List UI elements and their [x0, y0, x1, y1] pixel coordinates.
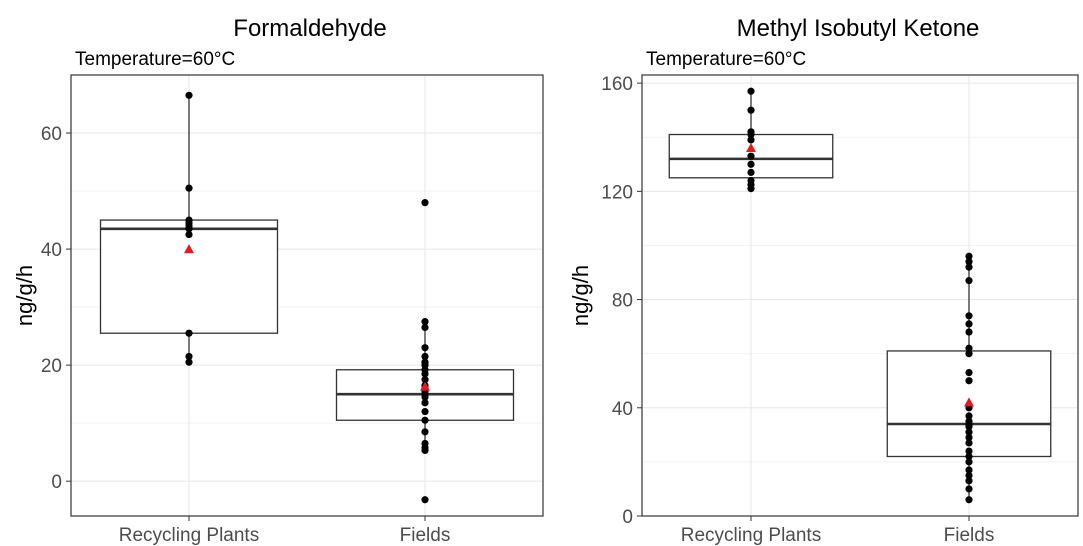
- data-point: [185, 225, 193, 233]
- chart-panel-1: Formaldehyde Temperature=60°C 0 20 40 60 ng/g/…: [12, 15, 544, 546]
- data-point: [965, 377, 973, 385]
- y-tick-label: 20: [41, 356, 62, 377]
- box-fields: [335, 199, 515, 504]
- data-point: [965, 344, 973, 352]
- data-point: [421, 428, 429, 436]
- data-point: [747, 160, 755, 168]
- box-recycling-plants: [668, 87, 834, 193]
- x-category-label: Recycling Plants: [119, 525, 259, 546]
- data-point: [965, 258, 973, 266]
- data-point: [421, 323, 429, 332]
- data-point: [185, 184, 193, 192]
- chart-subtitle: Temperature=60°C: [75, 49, 235, 70]
- y-tick-label: 60: [41, 124, 62, 145]
- data-point: [747, 136, 755, 144]
- data-point: [185, 230, 193, 239]
- data-point: [965, 277, 973, 285]
- data-point: [965, 447, 973, 455]
- data-point: [747, 130, 755, 139]
- x-category-label: Recycling Plants: [681, 525, 821, 546]
- data-point: [965, 369, 973, 377]
- data-point: [421, 318, 429, 326]
- chart-title: Formaldehyde: [233, 15, 386, 42]
- data-point: [965, 477, 973, 485]
- y-tick-label: 40: [612, 399, 633, 420]
- data-point: [965, 471, 973, 480]
- data-point: [747, 87, 755, 95]
- data-point: [185, 329, 193, 337]
- y-tick-label: 40: [41, 240, 62, 261]
- panel-border: [641, 74, 1079, 517]
- mean-marker: [420, 381, 430, 391]
- data-point: [965, 439, 973, 447]
- y-tick-label: 160: [601, 74, 633, 95]
- data-point: [747, 168, 755, 176]
- data-point: [747, 152, 755, 160]
- mean-marker: [746, 143, 756, 153]
- mean-marker: [184, 244, 194, 254]
- data-point: [185, 352, 193, 361]
- y-tick-label: 80: [612, 291, 633, 312]
- data-point: [965, 312, 973, 320]
- data-point: [965, 433, 973, 442]
- data-point: [965, 350, 973, 358]
- data-point: [421, 446, 429, 455]
- data-point: [421, 376, 429, 384]
- data-point: [747, 106, 755, 114]
- chart-panel-2: Methyl Isobutyl Ketone Temperature=60°C 0 4…: [568, 15, 1079, 546]
- chart-title: Methyl Isobutyl Ketone: [737, 15, 980, 42]
- mean-marker: [964, 397, 974, 407]
- y-tick-label: 0: [51, 472, 62, 493]
- data-point: [421, 370, 429, 378]
- data-point: [965, 466, 973, 474]
- panel-border: [70, 74, 544, 517]
- data-point: [965, 328, 973, 336]
- x-category-label: Fields: [400, 525, 451, 546]
- box-recycling-plants: [99, 91, 279, 366]
- box-fields: [886, 252, 1052, 504]
- data-point: [421, 399, 429, 407]
- y-axis-title: ng/g/h: [12, 265, 37, 326]
- data-point: [747, 185, 755, 193]
- chart-subtitle: Temperature=60°C: [646, 49, 806, 70]
- data-point: [965, 320, 973, 328]
- data-point: [965, 423, 973, 431]
- data-point: [185, 91, 193, 99]
- data-point: [421, 352, 429, 361]
- y-tick-label: 120: [601, 182, 633, 203]
- data-point: [965, 452, 973, 461]
- data-point: [965, 458, 973, 466]
- y-tick-label: 0: [622, 507, 633, 528]
- data-point: [965, 252, 973, 260]
- y-axis-title: ng/g/h: [568, 265, 593, 326]
- box-iqr: [99, 219, 279, 334]
- x-category-label: Fields: [944, 525, 995, 546]
- data-point: [185, 358, 193, 366]
- data-point: [965, 485, 973, 493]
- data-point: [965, 412, 973, 420]
- data-point: [965, 263, 973, 271]
- data-point: [421, 416, 429, 424]
- data-point: [421, 344, 429, 352]
- data-point: [965, 496, 973, 504]
- data-point: [421, 393, 429, 401]
- data-point: [965, 428, 973, 436]
- data-point: [421, 496, 429, 504]
- data-point: [421, 407, 429, 416]
- data-point: [421, 199, 429, 207]
